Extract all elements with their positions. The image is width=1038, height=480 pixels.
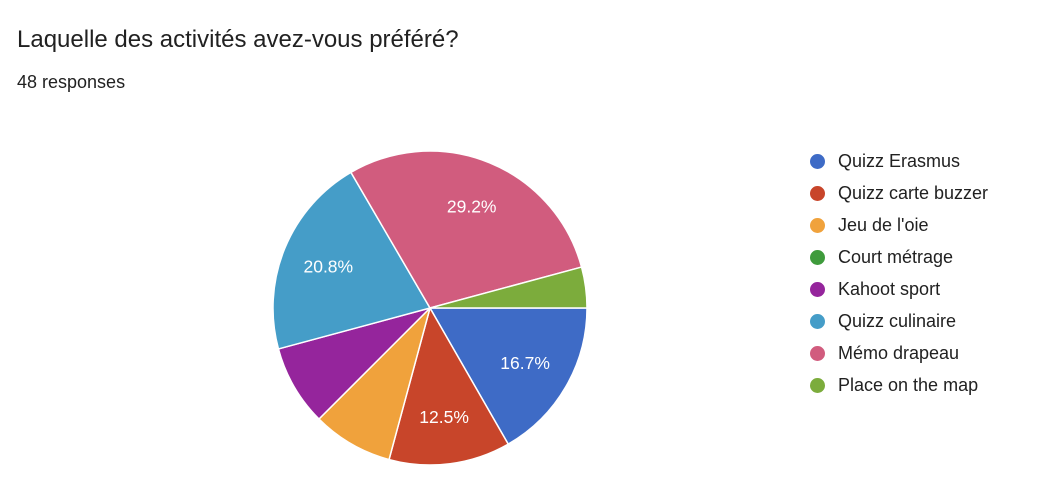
legend-label: Kahoot sport — [838, 278, 941, 299]
legend-item-m-mo-drapeau: Mémo drapeau — [810, 337, 988, 369]
legend-item-quizz-culinaire: Quizz culinaire — [810, 305, 988, 337]
pie-slice-m-mo-drapeau[interactable] — [350, 150, 583, 309]
legend-color-swatch — [810, 185, 825, 201]
legend-label: Jeu de l'oie — [838, 214, 929, 235]
chart-legend: Quizz Erasmus Quizz carte buzzer Jeu de l'… — [810, 145, 988, 401]
legend-color-swatch — [810, 345, 825, 361]
legend-item-place-on-the-map: Place on the map — [810, 369, 988, 401]
legend-color-swatch — [810, 313, 825, 329]
legend-item-jeu-de-l-oie: Jeu de l'oie — [810, 209, 988, 241]
legend-color-swatch — [810, 153, 825, 169]
legend-label: Quizz Erasmus — [838, 150, 961, 171]
legend-label: Mémo drapeau — [838, 342, 960, 363]
pie-chart: 16.7% 12.5% 20.8% 29.2% — [272, 150, 588, 466]
legend-item-quizz-erasmus: Quizz Erasmus — [810, 145, 988, 177]
pie-slice-percentage-label: 12.5% — [419, 407, 469, 427]
pie-slice-percentage-label: 20.8% — [303, 256, 353, 276]
legend-item-kahoot-sport: Kahoot sport — [810, 273, 988, 305]
pie-slice-quizz-culinaire[interactable] — [272, 171, 431, 350]
legend-color-swatch — [810, 249, 825, 265]
legend-color-swatch — [810, 281, 825, 297]
legend-item-court-m-trage: Court métrage — [810, 241, 988, 273]
legend-color-swatch — [810, 217, 825, 233]
legend-item-quizz-carte-buzzer: Quizz carte buzzer — [810, 177, 988, 209]
question-title: Laquelle des activités avez-vous préféré… — [17, 26, 459, 53]
legend-label: Place on the map — [838, 374, 979, 395]
pie-slice-quizz-carte-buzzer[interactable] — [388, 307, 509, 466]
response-count: 48 responses — [17, 72, 126, 92]
pie-slice-quizz-erasmus[interactable] — [429, 307, 588, 445]
legend-label: Court métrage — [838, 246, 954, 267]
pie-slice-percentage-label: 29.2% — [447, 196, 497, 216]
pie-slice-percentage-label: 16.7% — [500, 353, 550, 373]
legend-label: Quizz carte buzzer — [838, 182, 989, 203]
legend-color-swatch — [810, 377, 825, 393]
legend-label: Quizz culinaire — [838, 310, 957, 331]
pie-slice-place-on-the-map[interactable] — [429, 266, 588, 309]
